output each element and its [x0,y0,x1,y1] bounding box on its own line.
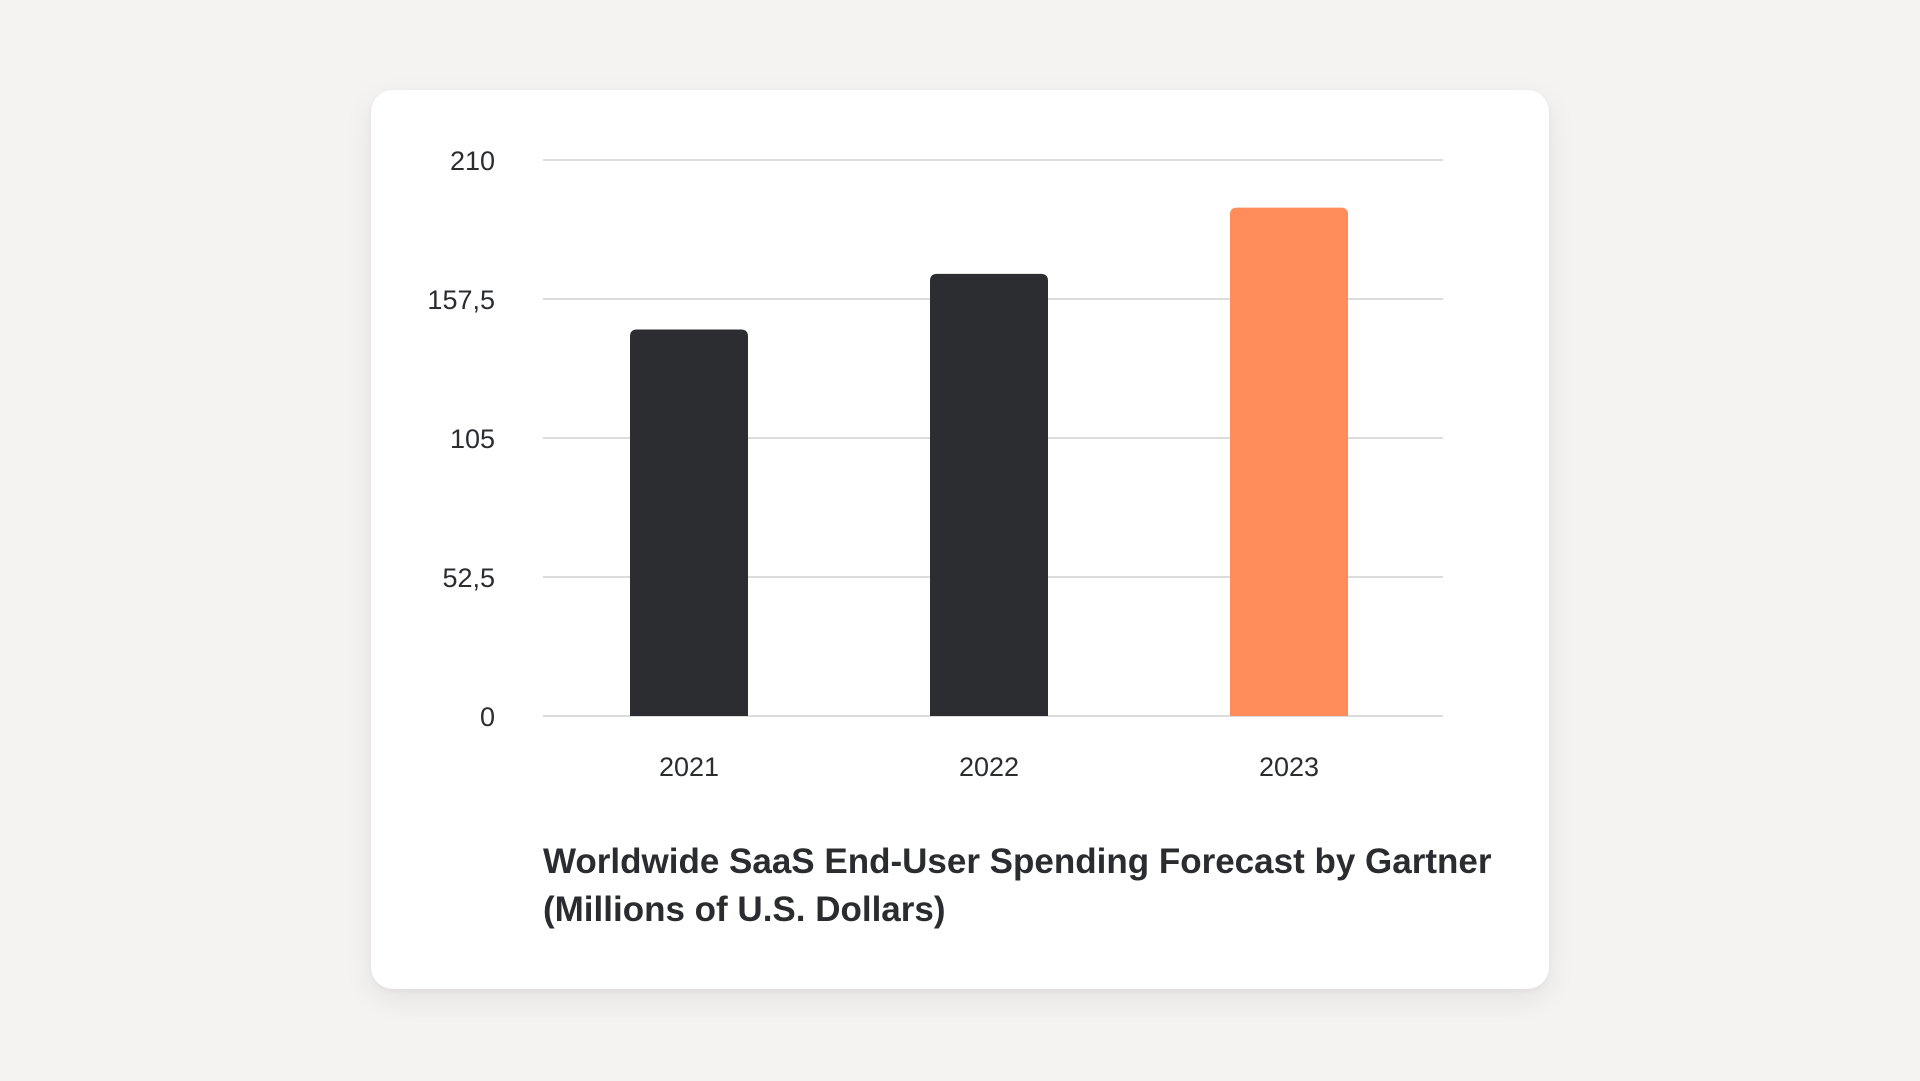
y-axis-tick-labels: 0 52,5 105 157,5 210 [427,146,495,732]
x-tick-label: 2023 [1259,752,1319,782]
x-tick-label: 2022 [959,752,1019,782]
x-tick-label: 2021 [659,752,719,782]
bar-2021 [630,329,748,716]
x-axis-tick-labels: 2021 2022 2023 [659,752,1319,782]
y-tick-label: 157,5 [427,285,495,315]
bar-2022 [930,273,1048,716]
bar-chart: 0 52,5 105 157,5 210 2021 2022 2023 [427,146,1443,782]
y-tick-label: 105 [450,424,495,454]
bar-2023 [1230,207,1348,716]
chart-title-line-1: Worldwide SaaS End-User Spending Forecas… [543,842,1492,881]
chart-title-line-2: (Millions of U.S. Dollars) [543,890,946,929]
chart-title: Worldwide SaaS End-User Spending Forecas… [543,838,1523,934]
chart-card: 0 52,5 105 157,5 210 2021 2022 2023 Worldwide … [371,90,1549,989]
y-tick-label: 210 [450,146,495,176]
y-tick-label: 0 [480,702,495,732]
y-tick-label: 52,5 [442,563,495,593]
bars [630,207,1348,716]
